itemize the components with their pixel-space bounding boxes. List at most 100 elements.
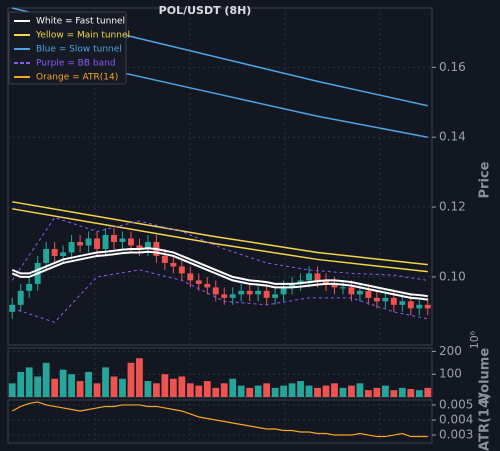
volume-bar xyxy=(381,385,389,397)
candle-body xyxy=(424,304,431,309)
candle-body xyxy=(144,241,151,249)
volume-bar xyxy=(17,371,25,397)
candle-body xyxy=(348,287,355,295)
volume-bar xyxy=(119,378,126,397)
volume-bar xyxy=(212,387,220,397)
volume-bar xyxy=(102,367,109,397)
y-tick-label: 0.12 xyxy=(439,200,466,214)
candle-body xyxy=(373,297,380,302)
volume-bar xyxy=(322,385,330,397)
candle-body xyxy=(85,238,92,246)
volume-bar xyxy=(390,390,398,397)
volume-bar xyxy=(195,385,203,397)
legend-label: Purple = BB band xyxy=(36,59,116,69)
candle-body xyxy=(111,234,117,242)
candle-body xyxy=(323,280,329,284)
candle-body xyxy=(356,290,363,295)
candle-body xyxy=(399,301,406,305)
candle-body xyxy=(102,234,109,249)
y-tick-label: 0.003 xyxy=(439,428,473,442)
y-tick-label: 0.005 xyxy=(439,397,473,411)
volume-bar xyxy=(127,362,135,397)
legend-label: White = Fast tunnel xyxy=(36,17,125,27)
candle-body xyxy=(170,262,177,267)
candle-body xyxy=(195,280,202,284)
candle-body xyxy=(68,241,75,253)
volume-frame xyxy=(7,347,433,398)
candle-body xyxy=(212,287,219,295)
candle-body xyxy=(297,280,304,284)
candle-body xyxy=(339,287,346,289)
volume-bar xyxy=(85,371,92,397)
volume-bar xyxy=(229,378,237,397)
volume-bar xyxy=(254,385,262,397)
volume-bar xyxy=(373,387,381,397)
candle-body xyxy=(280,287,287,295)
y-tick-label: 0.004 xyxy=(439,412,473,426)
candle-body xyxy=(382,297,389,302)
y-tick-label: 0.14 xyxy=(439,130,466,144)
volume-bar xyxy=(186,383,194,397)
volume-bar xyxy=(110,376,118,397)
indicator-line xyxy=(11,216,428,281)
legend-box xyxy=(8,11,127,85)
legend-label: Blue = Slow tunnel xyxy=(36,45,122,55)
volume-bar xyxy=(398,387,406,397)
volume-bar xyxy=(297,381,304,397)
y-tick-label: 100 xyxy=(439,367,462,381)
indicator-line xyxy=(11,247,428,298)
legend-label: Yellow = Main tunnel xyxy=(35,31,130,41)
y-axis-label: ATR(14) xyxy=(478,393,493,451)
y-axis-label: Volume xyxy=(478,348,493,403)
volume-bar xyxy=(407,389,415,397)
candle-body xyxy=(221,294,228,298)
volume-bar xyxy=(280,385,287,397)
volume-bar xyxy=(153,383,160,397)
volume-bar xyxy=(59,369,67,397)
volume-bar xyxy=(288,383,296,397)
candle-body xyxy=(161,255,168,263)
candle-body xyxy=(178,266,185,274)
candle-body xyxy=(127,238,134,246)
y-tick-label: 0.10 xyxy=(439,269,466,283)
candle-body xyxy=(407,301,414,309)
volume-bar xyxy=(161,374,169,397)
volume-bar xyxy=(348,385,355,397)
volume-bar xyxy=(424,387,432,397)
volume-bar xyxy=(178,376,186,397)
candle-body xyxy=(390,297,397,305)
indicator-line xyxy=(11,250,428,301)
candle-body xyxy=(77,241,84,246)
candle-body xyxy=(255,290,262,295)
volume-bar xyxy=(263,383,271,397)
volume-bar xyxy=(365,390,372,397)
volume-bar xyxy=(68,374,75,397)
candle-body xyxy=(204,283,211,288)
volume-bar xyxy=(331,383,338,397)
volume-bar xyxy=(305,385,313,397)
volume-bar xyxy=(415,390,423,397)
volume-bar xyxy=(51,378,59,397)
candle-body xyxy=(272,294,279,298)
volume-bar xyxy=(144,381,152,397)
volume-bar xyxy=(220,383,228,397)
candle-body xyxy=(136,245,143,249)
atr-line xyxy=(11,401,428,438)
volume-bar xyxy=(8,383,16,397)
volume-bar xyxy=(25,367,33,397)
candle-body xyxy=(26,283,33,291)
volume-bar xyxy=(203,381,211,397)
candle-body xyxy=(306,273,313,281)
y-tick-label: 0.16 xyxy=(439,60,466,74)
volume-bar xyxy=(169,378,177,397)
candle-body xyxy=(289,283,296,288)
candle-body xyxy=(94,238,101,249)
atr-frame xyxy=(7,399,433,444)
candle-body xyxy=(119,238,126,242)
volume-bar xyxy=(314,387,321,397)
candle-body xyxy=(246,290,253,295)
candle-body xyxy=(263,290,270,298)
volume-bar xyxy=(271,387,279,397)
volume-bar xyxy=(42,362,50,397)
